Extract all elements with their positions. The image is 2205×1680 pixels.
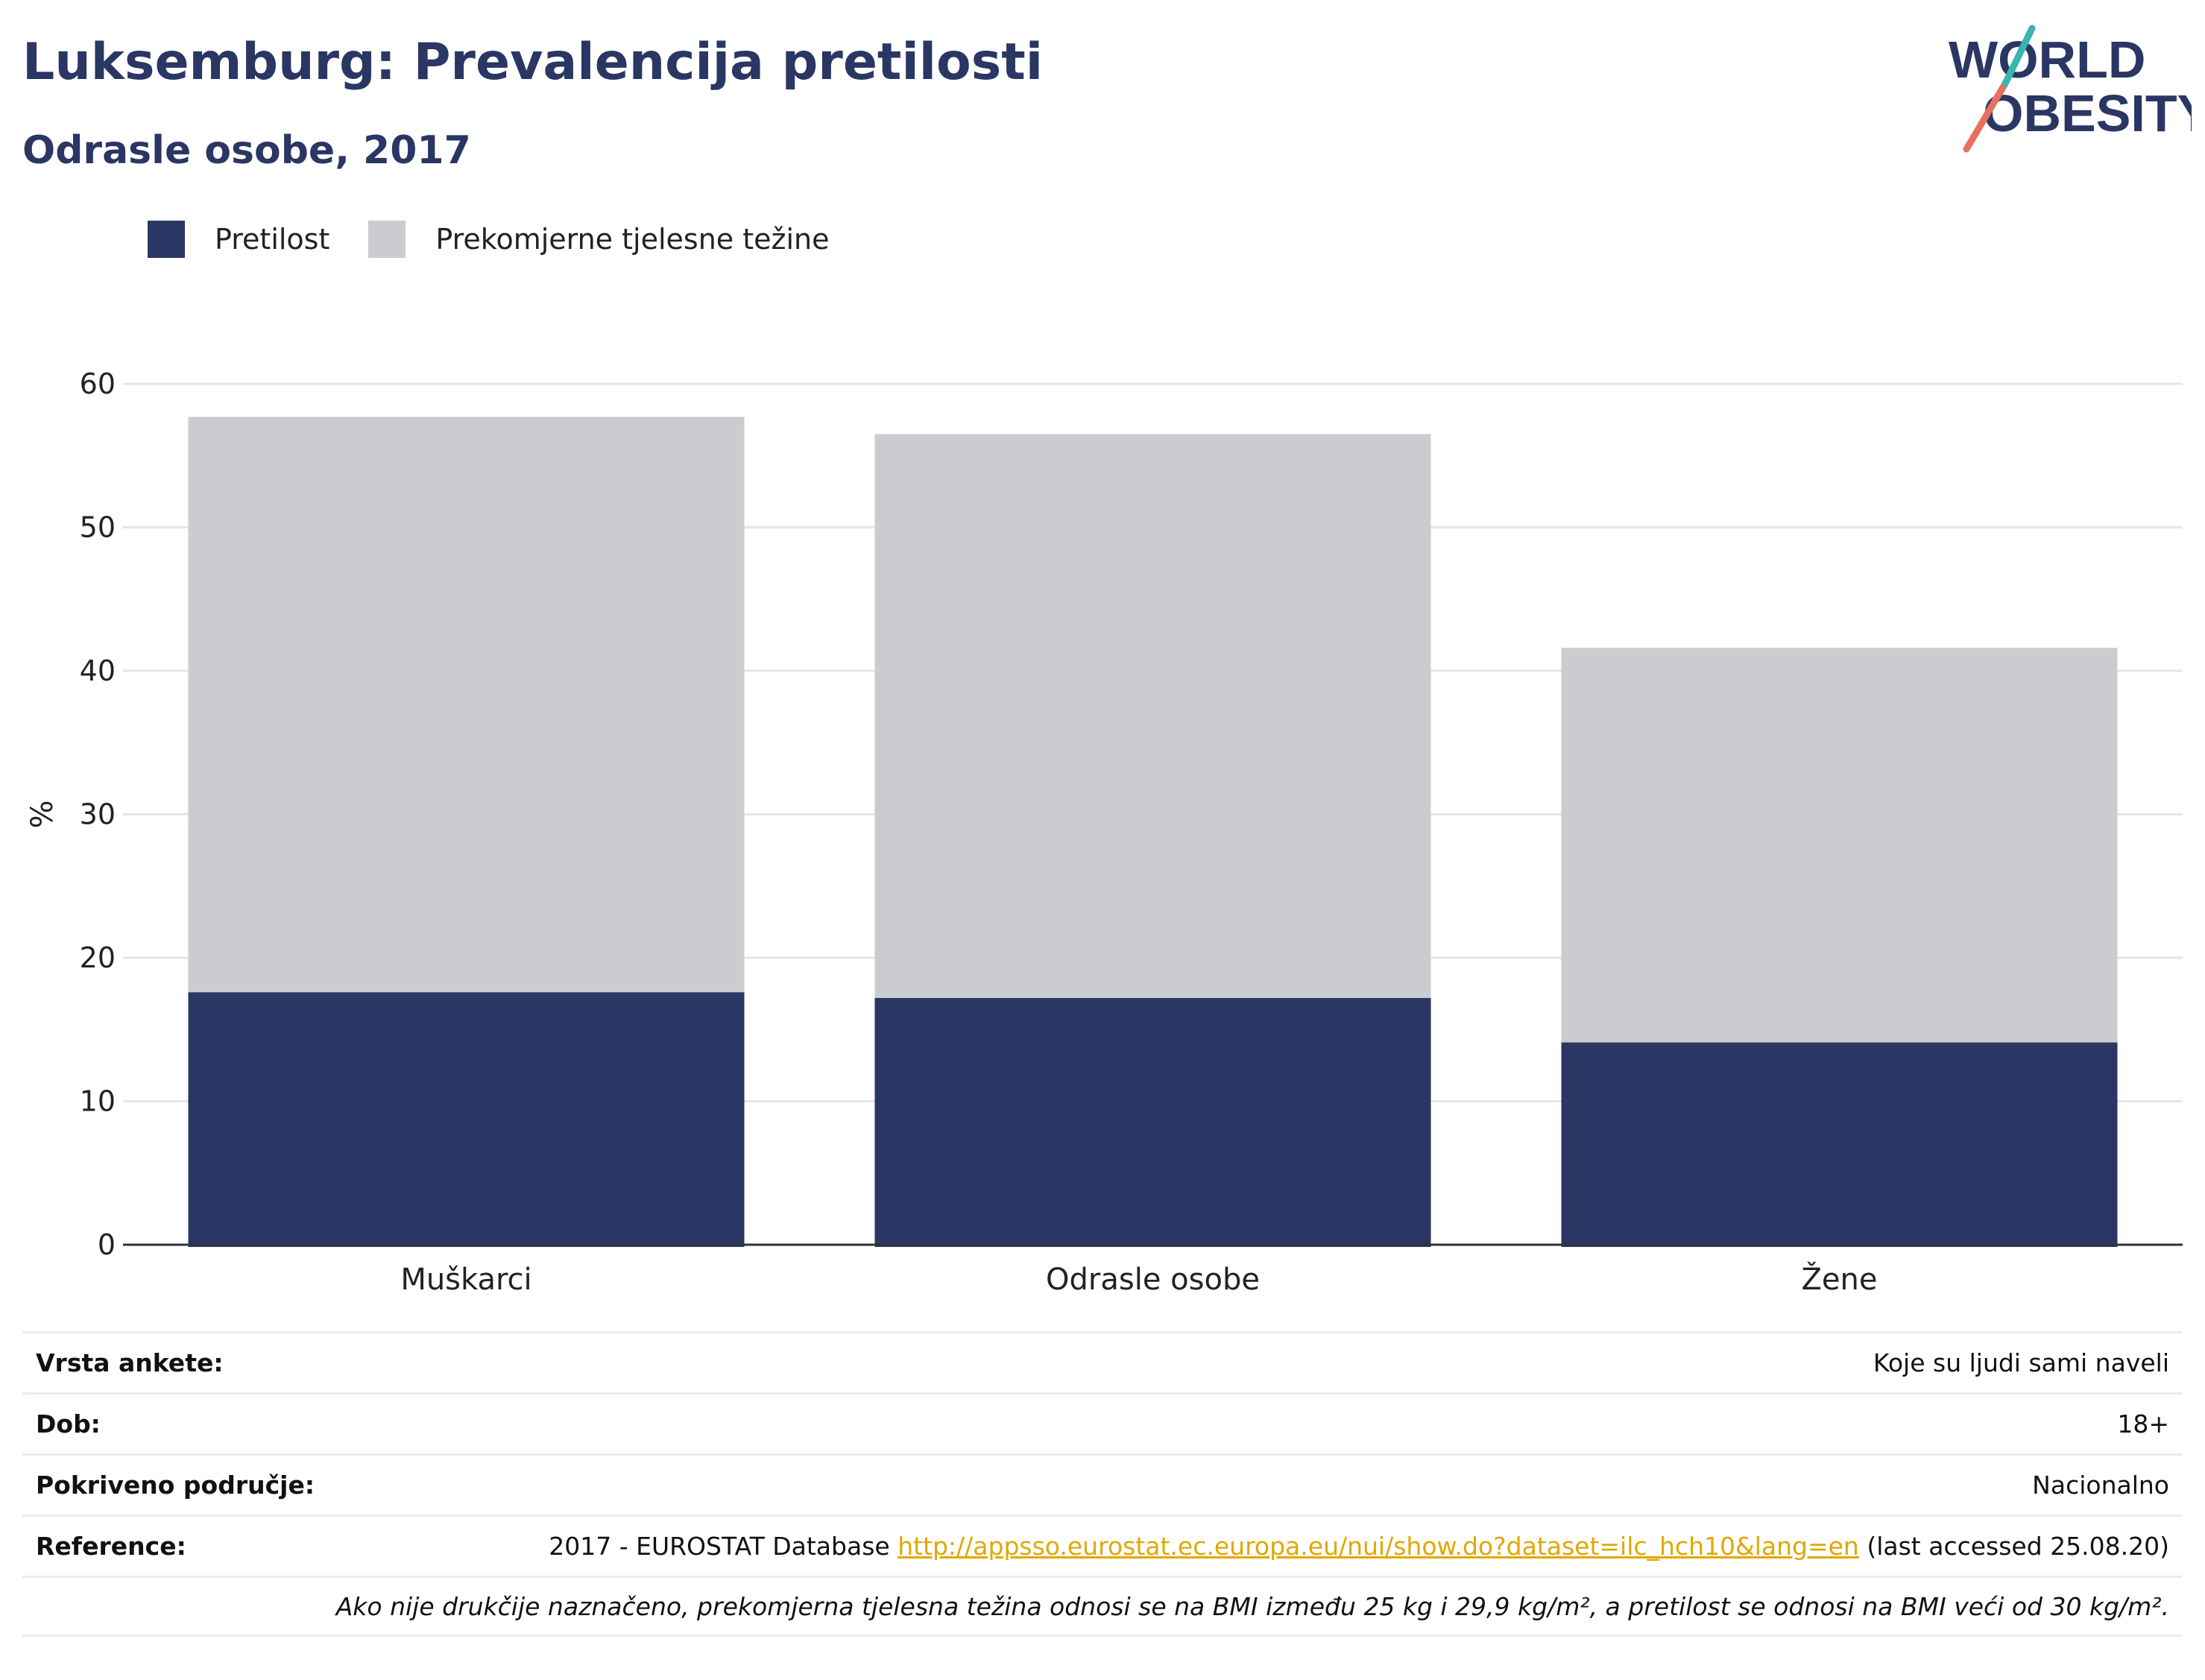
age-label: Dob: bbox=[36, 1409, 101, 1439]
reference-suffix: (last accessed 25.08.20) bbox=[1858, 1532, 2169, 1561]
y-tick-label: 40 bbox=[80, 654, 116, 687]
info-row-note: Ako nije drukčije naznačeno, prekomjerna… bbox=[22, 1576, 2183, 1637]
bar-overweight-3 bbox=[1561, 648, 2118, 1043]
bar-overweight-2 bbox=[874, 434, 1431, 998]
survey-type-label: Vrsta ankete: bbox=[36, 1348, 224, 1377]
world-obesity-logo: WORLD OBESITY bbox=[1949, 25, 2192, 153]
page-title: Luksemburg: Prevalencija pretilosti bbox=[22, 33, 1044, 92]
logo-text-world: WORLD bbox=[1949, 31, 2145, 89]
page-subtitle: Odrasle osobe, 2017 bbox=[22, 128, 471, 173]
coverage-label: Pokriveno područje: bbox=[36, 1471, 315, 1500]
x-tick-label: Muškarci bbox=[400, 1263, 531, 1297]
bar-overweight-1 bbox=[188, 417, 745, 993]
bar-obesity-2 bbox=[874, 997, 1431, 1247]
info-row-coverage: Pokriveno područje: Nacionalno bbox=[22, 1453, 2183, 1515]
bar-obesity-3 bbox=[1561, 1042, 2118, 1247]
y-tick-label: 20 bbox=[80, 941, 116, 974]
legend-swatch-overweight bbox=[368, 221, 406, 258]
y-tick-label: 30 bbox=[80, 798, 116, 831]
bar-chart: 0 10 20 30 40 50 60% Muškarci Odrasle osobe Žene bbox=[25, 367, 2183, 1297]
x-tick-label: Žene bbox=[1802, 1261, 1878, 1297]
y-tick-label: 10 bbox=[80, 1085, 116, 1118]
reference-label: Reference: bbox=[36, 1532, 186, 1561]
coverage-value: Nacionalno bbox=[2032, 1471, 2169, 1500]
legend-label-overweight: Prekomjerne tjelesne težine bbox=[435, 223, 830, 256]
legend-label-obesity: Pretilost bbox=[215, 223, 330, 256]
bmi-definition-note: Ako nije drukčije naznačeno, prekomjerna… bbox=[335, 1591, 2169, 1621]
survey-type-value: Koje su ljudi sami naveli bbox=[1873, 1348, 2169, 1377]
y-tick-label: 60 bbox=[80, 367, 116, 400]
y-tick-label: 0 bbox=[98, 1228, 116, 1261]
y-axis-title: % bbox=[25, 800, 60, 828]
age-value: 18+ bbox=[2117, 1409, 2169, 1439]
info-row-survey: Vrsta ankete: Koje su ljudi sami naveli bbox=[22, 1331, 2183, 1392]
info-row-age: Dob: 18+ bbox=[22, 1392, 2183, 1453]
reference-link[interactable]: http://appsso.eurostat.ec.europa.eu/nui/… bbox=[898, 1532, 1859, 1561]
legend-swatch-obesity bbox=[148, 221, 185, 258]
reference-prefix: 2017 - EUROSTAT Database bbox=[549, 1532, 898, 1561]
bar-obesity-1 bbox=[188, 992, 745, 1247]
x-tick-label: Odrasle osobe bbox=[1046, 1263, 1260, 1297]
reference-value: 2017 - EUROSTAT Database http://appsso.e… bbox=[549, 1532, 2169, 1561]
info-table: Vrsta ankete: Koje su ljudi sami naveli … bbox=[22, 1331, 2183, 1637]
logo-text-obesity: OBESITY bbox=[1983, 84, 2192, 142]
info-row-reference: Reference: 2017 - EUROSTAT Database http… bbox=[22, 1515, 2183, 1576]
y-tick-label: 50 bbox=[80, 511, 116, 544]
chart-legend: Pretilost Prekomjerne tjelesne težine bbox=[148, 221, 868, 258]
